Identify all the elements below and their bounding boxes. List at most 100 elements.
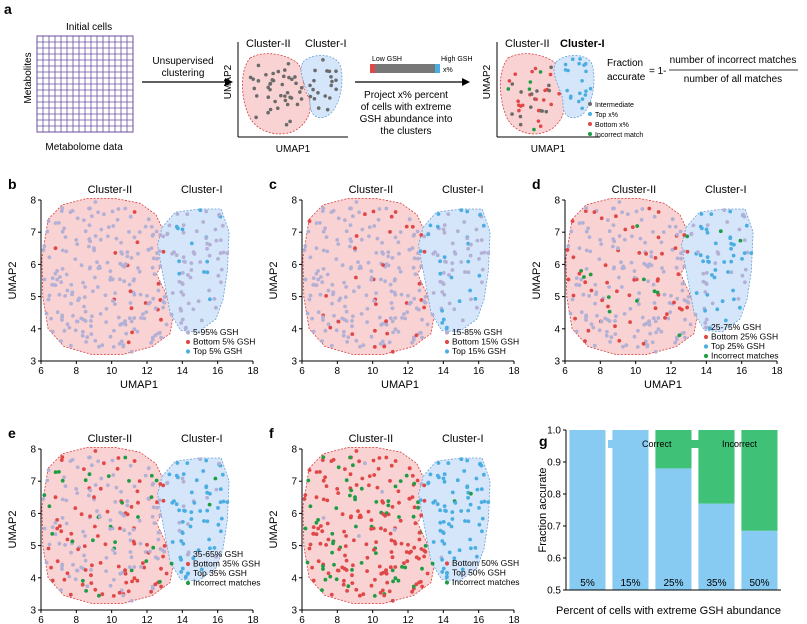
bottom-point xyxy=(73,506,78,510)
intermediate-point xyxy=(57,292,62,297)
mini2-point xyxy=(535,89,539,93)
bottom-point xyxy=(96,534,100,538)
intermediate-point xyxy=(47,255,52,260)
intermediate-point xyxy=(170,291,175,295)
intermediate-point xyxy=(393,327,398,332)
intermediate-point xyxy=(310,316,314,321)
intermediate-point xyxy=(415,229,420,234)
intermediate-point xyxy=(74,487,79,491)
intermediate-point xyxy=(69,301,73,306)
intermediate-point xyxy=(192,252,197,256)
intermediate-point xyxy=(591,325,596,330)
intermediate-point xyxy=(82,295,87,299)
top-point xyxy=(486,500,491,504)
intermediate-point xyxy=(336,242,341,247)
intermediate-point xyxy=(321,229,326,234)
intermediate-point xyxy=(90,214,94,219)
intermediate-point xyxy=(703,290,708,294)
y-tick-label: 4 xyxy=(30,324,36,335)
intermediate-point xyxy=(181,479,186,484)
intermediate-point xyxy=(180,271,185,275)
intermediate-point xyxy=(321,516,326,520)
top-point xyxy=(481,472,486,477)
top-point xyxy=(468,288,472,293)
bottom-point xyxy=(326,571,331,576)
bottom-point xyxy=(92,495,96,500)
legend-incorrect-marker xyxy=(588,132,592,136)
intermediate-point xyxy=(156,537,161,542)
panel-label-g: g xyxy=(539,433,548,449)
incorrect-point xyxy=(321,567,325,571)
intermediate-point xyxy=(164,322,169,327)
intermediate-point xyxy=(632,334,637,339)
top-point xyxy=(199,567,204,572)
intermediate-point xyxy=(64,521,69,526)
bottom-point xyxy=(350,332,355,336)
bottom-point xyxy=(337,547,341,552)
bottom-point xyxy=(390,598,395,603)
incorrect-point xyxy=(738,238,743,243)
intermediate-point xyxy=(743,280,747,285)
bottom-point xyxy=(136,500,140,505)
top-point xyxy=(453,501,458,505)
top-point xyxy=(189,510,194,514)
intermediate-point xyxy=(587,294,591,298)
intermediate-point xyxy=(179,321,184,325)
intermediate-point xyxy=(387,340,392,345)
legend-label: Top 25% GSH xyxy=(711,341,765,351)
mini1-point xyxy=(268,107,273,112)
intermediate-point xyxy=(110,209,115,214)
intermediate-point xyxy=(569,229,574,234)
top-point xyxy=(442,504,447,508)
top-point xyxy=(465,458,470,463)
intermediate-point xyxy=(108,269,113,273)
intermediate-point xyxy=(316,310,321,315)
cluster-ii-title: Cluster-II xyxy=(349,184,394,196)
intermediate-point xyxy=(50,329,55,334)
intermediate-point xyxy=(41,497,46,501)
intermediate-point xyxy=(167,223,172,228)
intermediate-point xyxy=(683,335,687,340)
incorrect-point xyxy=(386,499,391,503)
intermediate-point xyxy=(64,272,69,277)
intermediate-point xyxy=(132,235,137,240)
mini1-point xyxy=(298,90,302,94)
bottom-point xyxy=(382,593,387,598)
intermediate-point xyxy=(620,285,624,289)
intermediate-point xyxy=(188,275,193,280)
mini2-point xyxy=(566,68,570,73)
bottom-point xyxy=(377,564,382,569)
intermediate-point xyxy=(75,491,80,495)
x-tick-label: 10 xyxy=(367,615,379,624)
intermediate-point xyxy=(647,322,652,327)
top-point xyxy=(180,227,185,232)
bottom-point xyxy=(314,470,319,474)
panel-f: f Cluster-II Cluster-I6 8 10 12 14 16 18345678UM… xyxy=(268,425,520,624)
intermediate-point xyxy=(679,251,683,256)
intermediate-point xyxy=(725,220,730,224)
cluster-i-region xyxy=(681,208,754,333)
bottom-point xyxy=(361,592,366,597)
intermediate-point xyxy=(82,553,86,558)
top-point xyxy=(196,548,201,553)
bottom-point xyxy=(126,340,131,345)
panel-c: c Cluster-II Cluster-I6 8 10 12 14 16 18345678UM… xyxy=(268,176,520,391)
mini1-point xyxy=(285,102,290,107)
intermediate-point xyxy=(349,265,353,270)
bottom-point xyxy=(55,559,60,564)
intermediate-point xyxy=(98,266,102,270)
intermediate-point xyxy=(589,322,594,327)
bottom-point xyxy=(672,300,676,305)
bottom-point xyxy=(676,272,681,277)
intermediate-point xyxy=(420,317,424,322)
intermediate-point xyxy=(332,313,336,318)
bar-correct-35% xyxy=(698,503,735,590)
bottom-point xyxy=(407,496,412,501)
legend-label: Bottom 5% GSH xyxy=(193,337,255,347)
intermediate-point xyxy=(703,321,708,325)
intermediate-point xyxy=(62,226,66,231)
intermediate-point xyxy=(450,268,455,272)
top-point xyxy=(480,516,485,521)
intermediate-point xyxy=(307,297,312,302)
intermediate-point xyxy=(336,216,341,221)
